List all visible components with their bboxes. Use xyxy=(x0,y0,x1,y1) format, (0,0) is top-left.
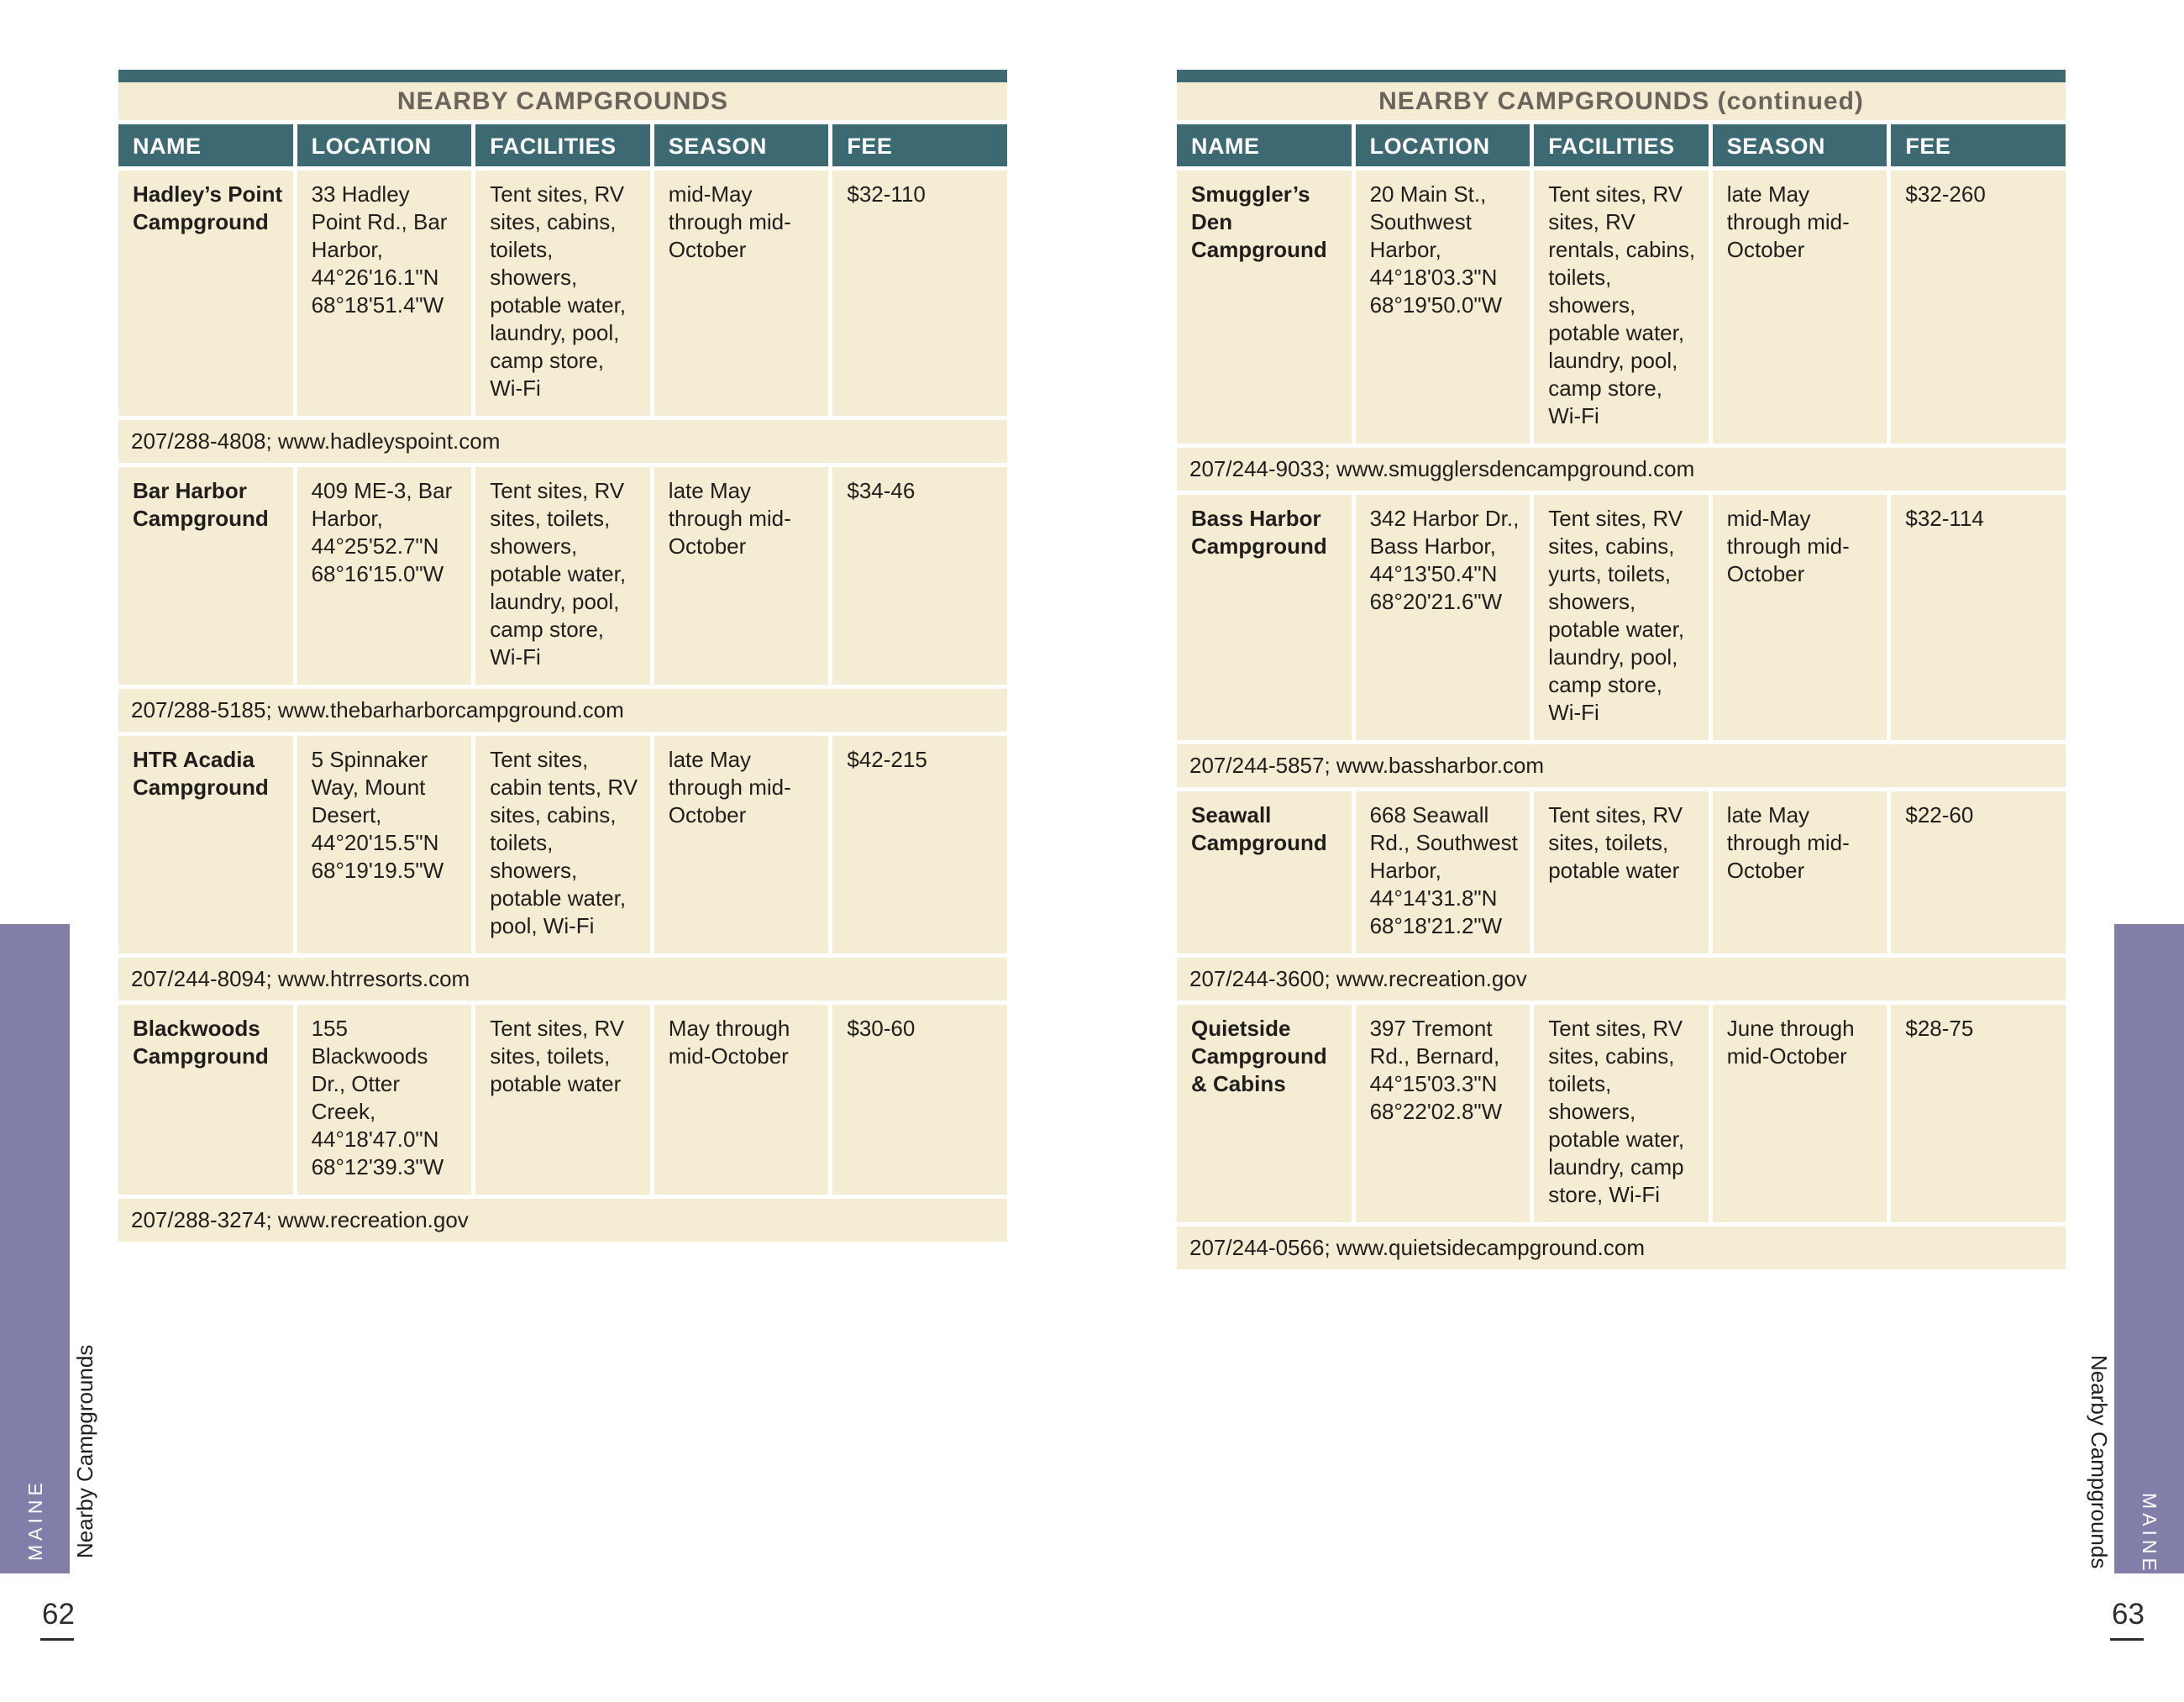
campground-contact: 207/288-3274; www.recreation.gov xyxy=(118,1199,1007,1242)
column-header-season: SEASON xyxy=(1712,124,1887,166)
campground-season: mid-May through mid-October xyxy=(1712,495,1887,740)
campground-season: May through mid-October xyxy=(654,1005,829,1195)
table-row: Smuggler’s Den Campground 20 Main St., S… xyxy=(1177,171,2066,444)
campground-facilities: Tent sites, RV sites, cabins, toilets, s… xyxy=(475,171,650,416)
table-row: HTR Acadia Campground 5 Spinnaker Way, M… xyxy=(118,736,1007,953)
campground-name: Hadley’s Point Campground xyxy=(118,171,293,416)
sidebar-region-label-right: MAINE xyxy=(2139,1493,2160,1575)
campground-location: 397 Tremont Rd., Bernard, 44°15'03.3"N 6… xyxy=(1355,1005,1530,1222)
page-number-underline-right xyxy=(2110,1638,2144,1641)
column-header-fee: FEE xyxy=(832,124,1007,166)
campground-facilities: Tent sites, RV sites, toilets, potable w… xyxy=(1534,791,1709,953)
column-header-fee: FEE xyxy=(1891,124,2066,166)
campground-fee: $22-60 xyxy=(1891,791,2066,953)
campground-fee: $28-75 xyxy=(1891,1005,2066,1222)
campground-facilities: Tent sites, RV sites, RV rentals, cabins… xyxy=(1534,171,1709,444)
campground-facilities: Tent sites, RV sites, cabins, yurts, toi… xyxy=(1534,495,1709,740)
campground-season: late May through mid-October xyxy=(654,467,829,685)
campground-fee: $30-60 xyxy=(832,1005,1007,1195)
table-top-bar xyxy=(1177,70,2066,82)
campground-fee: $32-260 xyxy=(1891,171,2066,444)
campground-location: 155 Blackwoods Dr., Otter Creek, 44°18'4… xyxy=(297,1005,472,1195)
campgrounds-table-left: NEARBY CAMPGROUNDS NAME LOCATION FACILIT… xyxy=(118,70,1007,1242)
campground-name: Blackwoods Campground xyxy=(118,1005,293,1195)
sidebar-section-label-right: Nearby Campgrounds xyxy=(2087,1355,2112,1569)
table-title: NEARBY CAMPGROUNDS xyxy=(118,82,1007,120)
campground-contact: 207/244-8094; www.htrresorts.com xyxy=(118,958,1007,1001)
campground-location: 5 Spinnaker Way, Mount Desert, 44°20'15.… xyxy=(297,736,472,953)
page-number-right: 63 xyxy=(2112,1598,2145,1631)
sidebar-tab-left xyxy=(0,924,70,1573)
campground-name: HTR Acadia Campground xyxy=(118,736,293,953)
campground-contact: 207/288-4808; www.hadleyspoint.com xyxy=(118,420,1007,463)
campground-facilities: Tent sites, RV sites, cabins, toilets, s… xyxy=(1534,1005,1709,1222)
table-title: NEARBY CAMPGROUNDS (continued) xyxy=(1177,82,2066,120)
campground-fee: $32-114 xyxy=(1891,495,2066,740)
campground-facilities: Tent sites, RV sites, toilets, showers, … xyxy=(475,467,650,685)
campground-location: 342 Harbor Dr., Bass Harbor, 44°13'50.4"… xyxy=(1355,495,1530,740)
table-row: Hadley’s Point Campground 33 Hadley Poin… xyxy=(118,171,1007,416)
campground-fee: $32-110 xyxy=(832,171,1007,416)
campground-location: 409 ME-3, Bar Harbor, 44°25'52.7"N 68°16… xyxy=(297,467,472,685)
sidebar-tab-right xyxy=(2114,924,2184,1573)
campground-location: 20 Main St., Southwest Harbor, 44°18'03.… xyxy=(1355,171,1530,444)
page-number-left: 62 xyxy=(42,1598,75,1631)
table-top-bar xyxy=(118,70,1007,82)
campground-name: Quietside Campground & Cabins xyxy=(1177,1005,1352,1222)
campground-name: Bass Harbor Campground xyxy=(1177,495,1352,740)
sidebar-region-label-left: MAINE xyxy=(24,1479,46,1561)
column-header-facilities: FACILITIES xyxy=(475,124,650,166)
campground-contact: 207/244-3600; www.recreation.gov xyxy=(1177,958,2066,1001)
campground-contact: 207/288-5185; www.thebarharborcampground… xyxy=(118,689,1007,732)
campground-season: late May through mid-October xyxy=(654,736,829,953)
campground-location: 668 Seawall Rd., Southwest Harbor, 44°14… xyxy=(1355,791,1530,953)
table-header-row: NAME LOCATION FACILITIES SEASON FEE xyxy=(1177,124,2066,166)
table-row: Bar Harbor Campground 409 ME-3, Bar Harb… xyxy=(118,467,1007,685)
campground-name: Bar Harbor Campground xyxy=(118,467,293,685)
table-row: Bass Harbor Campground 342 Harbor Dr., B… xyxy=(1177,495,2066,740)
campground-fee: $42-215 xyxy=(832,736,1007,953)
campground-fee: $34-46 xyxy=(832,467,1007,685)
campground-facilities: Tent sites, cabin tents, RV sites, cabin… xyxy=(475,736,650,953)
campgrounds-table-right: NEARBY CAMPGROUNDS (continued) NAME LOCA… xyxy=(1177,70,2066,1269)
column-header-facilities: FACILITIES xyxy=(1534,124,1709,166)
campground-season: June through mid-October xyxy=(1712,1005,1887,1222)
campground-season: late May through mid-October xyxy=(1712,171,1887,444)
campground-season: late May through mid-October xyxy=(1712,791,1887,953)
column-header-season: SEASON xyxy=(654,124,829,166)
table-header-row: NAME LOCATION FACILITIES SEASON FEE xyxy=(118,124,1007,166)
table-row: Blackwoods Campground 155 Blackwoods Dr.… xyxy=(118,1005,1007,1195)
column-header-location: LOCATION xyxy=(297,124,472,166)
campground-contact: 207/244-9033; www.smugglersdencampground… xyxy=(1177,448,2066,491)
column-header-name: NAME xyxy=(1177,124,1352,166)
page-number-underline-left xyxy=(40,1638,74,1641)
table-row: Quietside Campground & Cabins 397 Tremon… xyxy=(1177,1005,2066,1222)
campground-name: Seawall Campground xyxy=(1177,791,1352,953)
campground-facilities: Tent sites, RV sites, toilets, potable w… xyxy=(475,1005,650,1195)
table-row: Seawall Campground 668 Seawall Rd., Sout… xyxy=(1177,791,2066,953)
campground-location: 33 Hadley Point Rd., Bar Harbor, 44°26'1… xyxy=(297,171,472,416)
campground-name: Smuggler’s Den Campground xyxy=(1177,171,1352,444)
sidebar-section-label-left: Nearby Campgrounds xyxy=(72,1344,97,1558)
campground-contact: 207/244-0566; www.quietsidecampground.co… xyxy=(1177,1227,2066,1269)
campground-contact: 207/244-5857; www.bassharbor.com xyxy=(1177,744,2066,787)
column-header-name: NAME xyxy=(118,124,293,166)
campground-season: mid-May through mid-October xyxy=(654,171,829,416)
column-header-location: LOCATION xyxy=(1355,124,1530,166)
